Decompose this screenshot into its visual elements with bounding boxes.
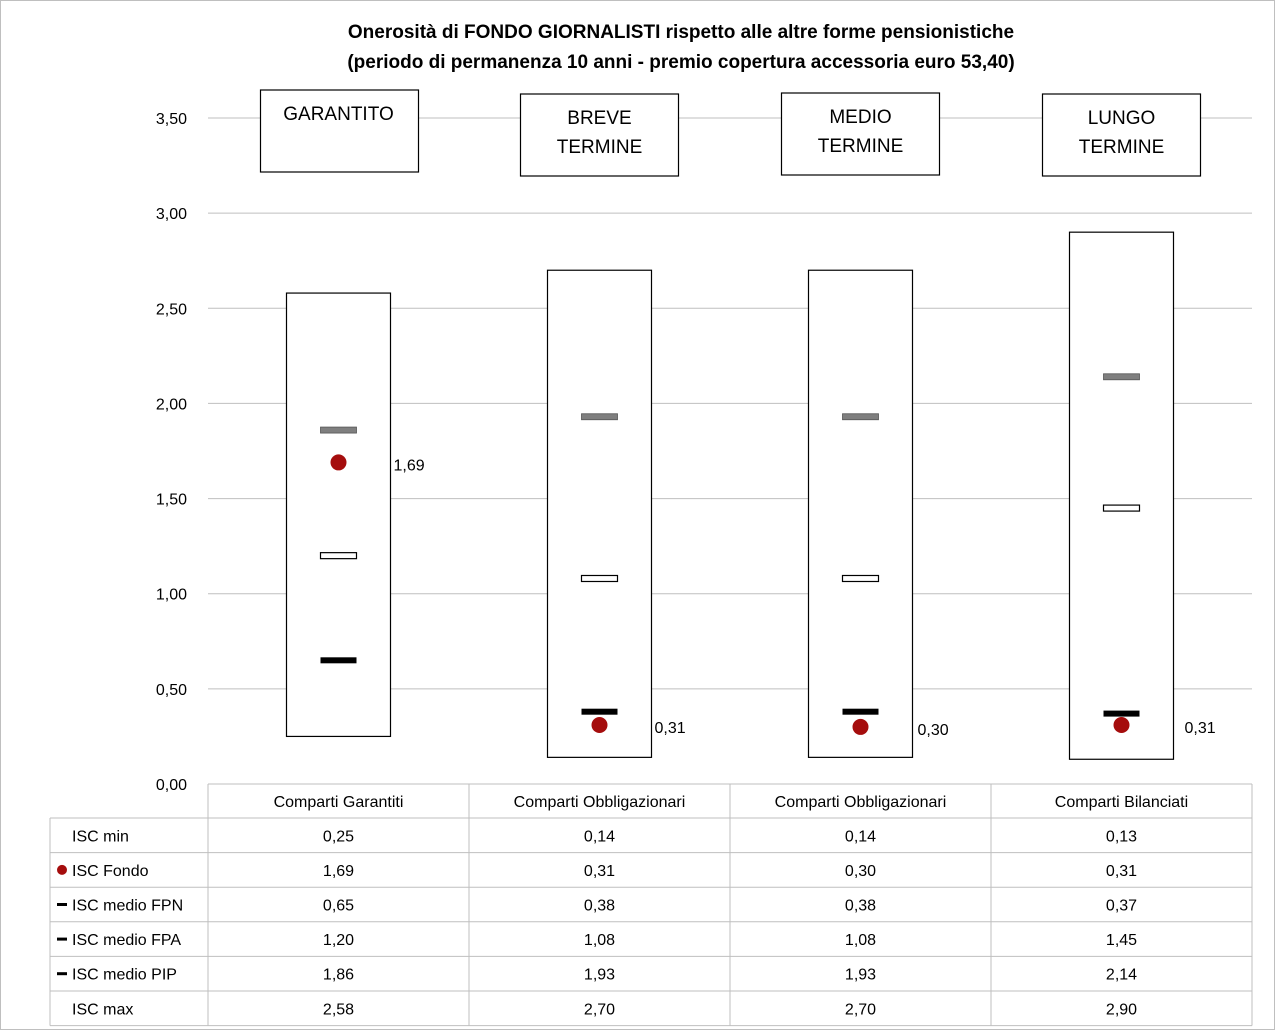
table-cell: 0,25 — [323, 828, 354, 845]
table-cell: 1,93 — [845, 967, 876, 984]
table-cell: 0,31 — [584, 863, 615, 880]
group-box-3 — [780, 92, 941, 176]
y-tick-label: 3,50 — [156, 111, 187, 128]
fondo-value-label-2: 0,31 — [655, 720, 686, 737]
y-tick-label: 1,50 — [156, 492, 187, 509]
table-cell: 1,45 — [1106, 932, 1137, 949]
table-row-label: ISC medio FPN — [72, 898, 183, 915]
group-box-2 — [519, 93, 680, 177]
table-cell: 2,90 — [1106, 1001, 1137, 1018]
group-label: LUNGO — [1088, 108, 1156, 129]
legend-key-dash — [57, 903, 67, 906]
chart-title-line-1: Onerosità di FONDO GIORNALISTI rispetto … — [348, 22, 1014, 43]
range-box-2 — [546, 269, 653, 758]
y-tick-label: 1,00 — [156, 587, 187, 604]
y-tick-label: 0,00 — [156, 777, 187, 794]
pip-dash-marker-3 — [842, 413, 879, 421]
pip-dash-marker-4 — [1103, 373, 1140, 381]
group-label: BREVE — [567, 108, 631, 129]
table-header-cell: Comparti Obbligazionari — [775, 794, 947, 811]
table-cell: 0,14 — [584, 828, 615, 845]
fpn-dash-marker-3 — [842, 708, 879, 715]
group-label: MEDIO — [829, 107, 891, 128]
group-label: TERMINE — [818, 136, 904, 157]
fondo-dot-marker-1 — [330, 454, 347, 471]
table-cell: 1,93 — [584, 967, 615, 984]
table-header-cell: Comparti Garantiti — [274, 794, 404, 811]
table-cell: 0,65 — [323, 898, 354, 915]
fpa-dash-marker-4 — [1102, 504, 1141, 512]
y-tick-label: 2,50 — [156, 301, 187, 318]
fondo-value-label-4: 0,31 — [1185, 720, 1216, 737]
fondo-dot-marker-4 — [1113, 717, 1130, 734]
table-header-cell: Comparti Bilanciati — [1055, 794, 1188, 811]
table-header-cell: Comparti Obbligazionari — [514, 794, 686, 811]
pip-dash-marker-1 — [320, 426, 357, 434]
group-label: TERMINE — [557, 137, 643, 158]
table-row-label: ISC Fondo — [72, 863, 149, 880]
table-cell: 1,20 — [323, 932, 354, 949]
table-cell: 1,08 — [584, 932, 615, 949]
table-row-label: ISC medio FPA — [72, 932, 181, 949]
table-cell: 0,38 — [845, 898, 876, 915]
y-tick-label: 2,00 — [156, 396, 187, 413]
table-cell: 0,38 — [584, 898, 615, 915]
table-row-label: ISC medio PIP — [72, 967, 177, 984]
table-cell: 0,30 — [845, 863, 876, 880]
table-cell: 0,31 — [1106, 863, 1137, 880]
table-cell: 2,58 — [323, 1001, 354, 1018]
legend-key-dash — [57, 937, 67, 941]
fondo-dot-marker-2 — [591, 717, 608, 734]
fpa-dash-marker-3 — [841, 574, 880, 583]
group-box-1 — [259, 89, 420, 173]
chart-title-line-2: (periodo di permanenza 10 anni - premio … — [347, 52, 1014, 73]
fpa-dash-marker-1 — [319, 552, 358, 560]
range-box-4 — [1068, 231, 1175, 760]
fpn-dash-marker-2 — [581, 708, 618, 715]
fondo-value-label-3: 0,30 — [918, 722, 949, 739]
table-row-label: ISC min — [72, 828, 129, 845]
y-tick-label: 3,00 — [156, 206, 187, 223]
fondo-value-label-1: 1,69 — [394, 457, 425, 474]
table-cell: 0,14 — [845, 828, 876, 845]
group-label: GARANTITO — [283, 104, 394, 125]
pip-dash-marker-2 — [581, 413, 618, 421]
table-cell: 2,70 — [845, 1001, 876, 1018]
table-cell: 1,86 — [323, 967, 354, 984]
group-label: TERMINE — [1079, 137, 1165, 158]
table-cell: 0,13 — [1106, 828, 1137, 845]
table-cell: 0,37 — [1106, 898, 1137, 915]
fpn-dash-marker-4 — [1103, 710, 1140, 717]
table-cell: 2,70 — [584, 1001, 615, 1018]
range-box-3 — [807, 269, 914, 758]
y-tick-label: 0,50 — [156, 682, 187, 699]
fondo-dot-marker-3 — [852, 718, 869, 735]
table-row-label: ISC max — [72, 1001, 133, 1018]
fpa-dash-marker-2 — [580, 574, 619, 583]
fpn-dash-marker-1 — [320, 657, 357, 664]
group-box-4 — [1041, 93, 1202, 177]
legend-key-dash — [57, 972, 67, 976]
table-cell: 1,08 — [845, 932, 876, 949]
legend-key-fondo — [57, 864, 67, 875]
table-cell: 2,14 — [1106, 967, 1137, 984]
range-box-1 — [285, 292, 392, 738]
table-cell: 1,69 — [323, 863, 354, 880]
